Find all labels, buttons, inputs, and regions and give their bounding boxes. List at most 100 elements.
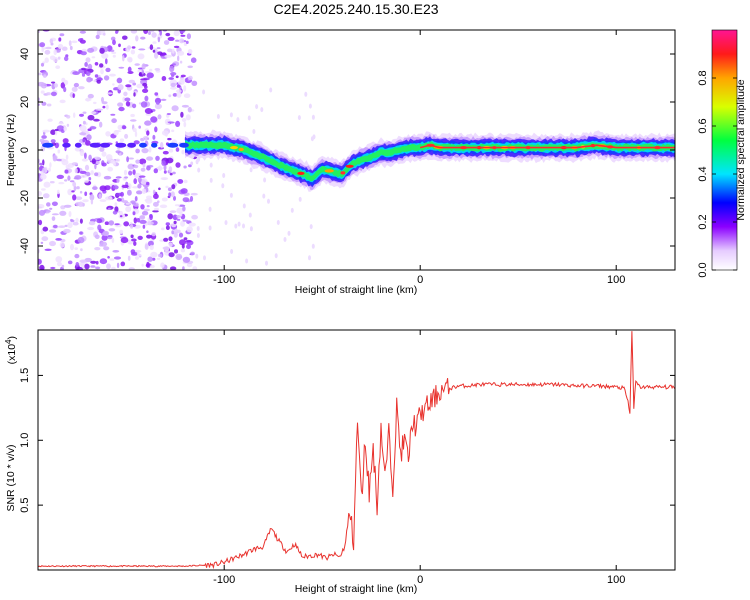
noise-speckle-dot: [209, 177, 213, 183]
noise-speckle-dot: [114, 223, 120, 226]
noise-speckle-dot: [95, 108, 103, 111]
noise-speckle-dot: [52, 155, 57, 162]
noise-speckle-dot: [58, 181, 65, 185]
noise-speckle-dot: [85, 57, 91, 63]
noise-speckle-dot: [38, 191, 42, 197]
noise-speckle-dot: [140, 204, 145, 210]
noise-speckle-dot: [97, 224, 102, 231]
noise-speckle-dot: [111, 51, 117, 55]
noise-speckle-dot: [60, 82, 66, 89]
noise-speckle-dot: [136, 190, 143, 195]
noise-speckle-dot: [46, 92, 51, 96]
noise-speckle-dot: [127, 183, 132, 190]
noise-speckle-dot: [82, 111, 87, 114]
noise-speckle-dot: [152, 49, 156, 53]
noise-speckle-dot: [276, 220, 280, 225]
noise-speckle-dot: [188, 222, 196, 227]
noise-speckle-dot: [95, 260, 99, 265]
noise-speckle-dot: [66, 115, 71, 119]
snr-y-tick-label: 1.0: [19, 433, 31, 448]
noise-speckle-dot: [62, 138, 69, 144]
noise-speckle-dot: [154, 126, 158, 133]
noise-speckle-dot: [81, 67, 86, 71]
ridge-blip: [179, 142, 189, 148]
noise-speckle-dot: [105, 104, 109, 110]
noise-speckle-dot: [112, 250, 120, 253]
noise-speckle-dot: [163, 164, 167, 171]
ridge-blip: [151, 142, 158, 148]
ridge-blip: [115, 142, 127, 148]
ridge-band: [185, 141, 675, 182]
noise-speckle-dot: [157, 114, 162, 120]
noise-speckle-dot: [179, 30, 186, 34]
noise-speckle-dot: [192, 266, 198, 270]
noise-speckle-dot: [156, 257, 161, 260]
noise-speckle-dot: [79, 113, 84, 117]
noise-speckle-dot: [46, 202, 51, 207]
noise-speckle-dot: [97, 147, 101, 150]
noise-speckle-dot: [190, 192, 198, 196]
noise-speckle-dot: [75, 262, 80, 267]
noise-speckle-dot: [49, 207, 53, 210]
noise-speckle-dot: [101, 53, 109, 59]
noise-speckle-dot: [216, 114, 220, 119]
noise-speckle-dot: [103, 32, 106, 36]
ridge-peak: [345, 164, 354, 168]
noise-speckle-dot: [304, 91, 308, 97]
noise-speckle-dot: [173, 45, 180, 49]
noise-speckle-dot: [160, 142, 164, 149]
noise-speckle-dot: [222, 173, 226, 178]
noise-speckle-dot: [143, 30, 149, 34]
noise-speckle-dot: [102, 230, 110, 237]
noise-speckle-dot: [69, 45, 73, 51]
noise-speckle-dot: [108, 220, 115, 226]
noise-speckle-dot: [132, 127, 137, 133]
noise-speckle-dot: [39, 264, 45, 270]
noise-speckle-dot: [113, 256, 122, 260]
spectrogram-y-tick-label: -20: [19, 190, 31, 206]
noise-speckle-dot: [114, 202, 118, 207]
figure-title: C2E4.2025.240.15.30.E23: [273, 1, 438, 17]
noise-speckle-dot: [58, 122, 64, 125]
noise-speckle-dot: [197, 167, 201, 173]
noise-speckle-dot: [67, 175, 71, 181]
ridge-blip: [139, 142, 147, 148]
noise-speckle-dot: [137, 176, 142, 183]
noise-speckle-dot: [124, 176, 129, 179]
noise-speckle-dot: [179, 60, 183, 64]
noise-speckle-dot: [50, 129, 56, 135]
noise-speckle-dot: [44, 57, 49, 63]
noise-speckle-dot: [188, 75, 193, 81]
noise-speckle-dot: [179, 38, 185, 44]
noise-speckle-dot: [119, 138, 125, 142]
noise-speckle-dot: [168, 94, 172, 98]
noise-speckle-dot: [113, 162, 116, 166]
ridge-peak: [297, 171, 305, 175]
noise-speckle-dot: [57, 189, 60, 195]
noise-speckle-dot: [168, 166, 173, 173]
noise-speckle-dot: [120, 237, 129, 244]
noise-speckle-dot: [196, 226, 200, 231]
noise-speckle-dot: [115, 150, 121, 154]
noise-speckle-dot: [297, 115, 301, 121]
snr-frame: [37, 329, 676, 571]
noise-speckle-dot: [161, 130, 169, 136]
noise-speckle-dot: [82, 138, 86, 143]
noise-speckle-dot: [59, 210, 67, 216]
noise-speckle-dot: [106, 92, 113, 95]
noise-speckle-dot: [133, 217, 137, 224]
noise-speckle-dot: [112, 39, 116, 46]
noise-speckle-dot: [84, 180, 89, 183]
noise-speckle-dot: [74, 146, 81, 152]
noise-speckle-dot: [116, 192, 123, 197]
noise-speckle-dot: [221, 183, 225, 189]
noise-speckle-dot: [96, 218, 103, 224]
noise-speckle-dot: [152, 257, 156, 261]
noise-speckle-dot: [49, 240, 56, 247]
noise-speckle-dot: [132, 169, 136, 176]
noise-speckle-dot: [196, 233, 200, 238]
noise-speckle-dot: [186, 33, 191, 40]
noise-speckle-dot: [76, 266, 84, 270]
noise-speckle-dot: [104, 185, 111, 191]
noise-speckle-dot: [40, 241, 44, 244]
